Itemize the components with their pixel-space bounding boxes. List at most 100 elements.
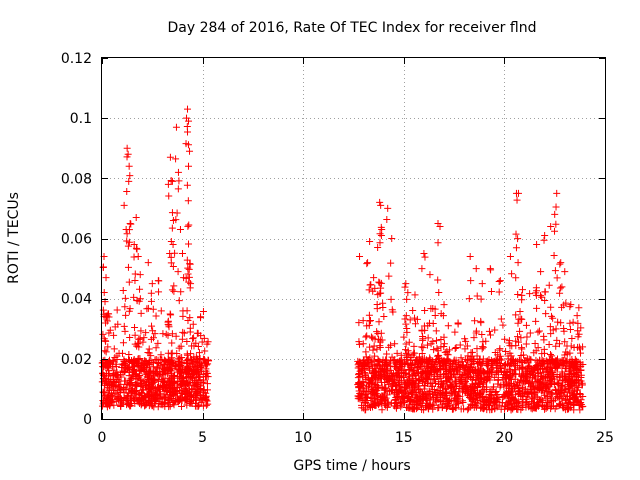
data-point <box>119 287 127 295</box>
data-point <box>165 384 173 392</box>
data-point <box>552 386 560 394</box>
data-point <box>453 399 461 407</box>
data-point <box>574 383 582 391</box>
data-point <box>377 231 385 239</box>
data-point <box>421 403 429 411</box>
data-point <box>103 317 111 325</box>
data-point <box>479 355 487 363</box>
data-point <box>532 317 540 325</box>
data-point <box>493 394 501 402</box>
data-point <box>403 404 411 412</box>
data-point <box>185 117 193 125</box>
data-point <box>110 331 118 339</box>
data-point <box>534 362 542 370</box>
data-point <box>191 388 199 396</box>
data-point <box>359 372 367 380</box>
data-point <box>366 354 374 362</box>
data-point <box>577 349 585 357</box>
data-point <box>511 366 519 374</box>
data-point <box>427 368 435 376</box>
data-point <box>535 327 543 335</box>
data-point <box>419 369 427 377</box>
data-point <box>518 365 526 373</box>
data-point <box>185 221 193 229</box>
data-point <box>392 396 400 403</box>
data-point <box>526 290 534 298</box>
data-point <box>136 399 144 407</box>
data-point <box>492 364 500 372</box>
data-point <box>164 317 172 325</box>
data-point <box>129 367 137 375</box>
data-point <box>365 286 373 294</box>
data-point <box>402 320 410 328</box>
data-point <box>402 312 410 320</box>
data-point <box>538 350 546 358</box>
data-point <box>364 382 372 390</box>
data-point <box>507 352 515 360</box>
data-point <box>419 389 427 397</box>
data-point <box>458 358 466 366</box>
data-point <box>393 398 401 406</box>
data-point <box>409 307 417 315</box>
data-point <box>132 373 140 381</box>
data-point <box>130 241 138 249</box>
data-point <box>149 375 157 383</box>
data-point <box>183 307 191 315</box>
data-point <box>509 405 517 413</box>
data-point <box>575 343 583 351</box>
data-point <box>546 350 554 358</box>
data-point <box>426 401 434 409</box>
data-point <box>432 337 440 345</box>
data-point <box>144 348 152 356</box>
data-point <box>430 346 438 354</box>
data-point <box>391 340 399 348</box>
data-point <box>448 373 456 381</box>
data-point <box>131 331 139 339</box>
data-point <box>383 216 391 224</box>
data-point <box>101 347 109 355</box>
data-point <box>204 338 212 346</box>
data-point <box>579 361 587 369</box>
data-point <box>128 358 136 366</box>
data-point <box>510 380 518 388</box>
data-point <box>514 259 522 267</box>
data-point <box>365 311 373 319</box>
data-point <box>355 371 363 379</box>
data-point <box>467 277 475 285</box>
data-point <box>173 209 181 217</box>
data-point <box>545 400 553 408</box>
data-point <box>411 379 419 387</box>
data-point <box>363 322 371 330</box>
data-point <box>365 402 373 410</box>
data-point <box>185 265 193 273</box>
data-point <box>556 389 564 397</box>
data-point <box>122 311 130 319</box>
data-point <box>554 318 562 326</box>
data-point <box>573 312 581 320</box>
data-point <box>191 358 199 366</box>
data-point <box>547 222 555 230</box>
data-point <box>403 355 411 363</box>
data-point <box>123 153 131 161</box>
data-point <box>534 377 542 385</box>
data-point <box>437 366 445 374</box>
data-point <box>124 263 132 271</box>
data-point <box>468 348 476 356</box>
data-point <box>456 363 464 371</box>
data-point <box>456 384 464 392</box>
data-point <box>540 345 548 353</box>
data-point <box>503 381 511 389</box>
data-point <box>375 318 383 326</box>
data-point <box>144 398 152 406</box>
data-point <box>512 244 520 252</box>
data-point <box>184 316 192 324</box>
data-point <box>523 333 531 341</box>
data-point <box>553 189 561 197</box>
data-point <box>176 225 184 233</box>
data-point <box>376 198 384 206</box>
data-point <box>145 367 153 375</box>
data-point <box>478 343 486 351</box>
data-point <box>533 393 541 401</box>
data-point <box>426 271 434 279</box>
